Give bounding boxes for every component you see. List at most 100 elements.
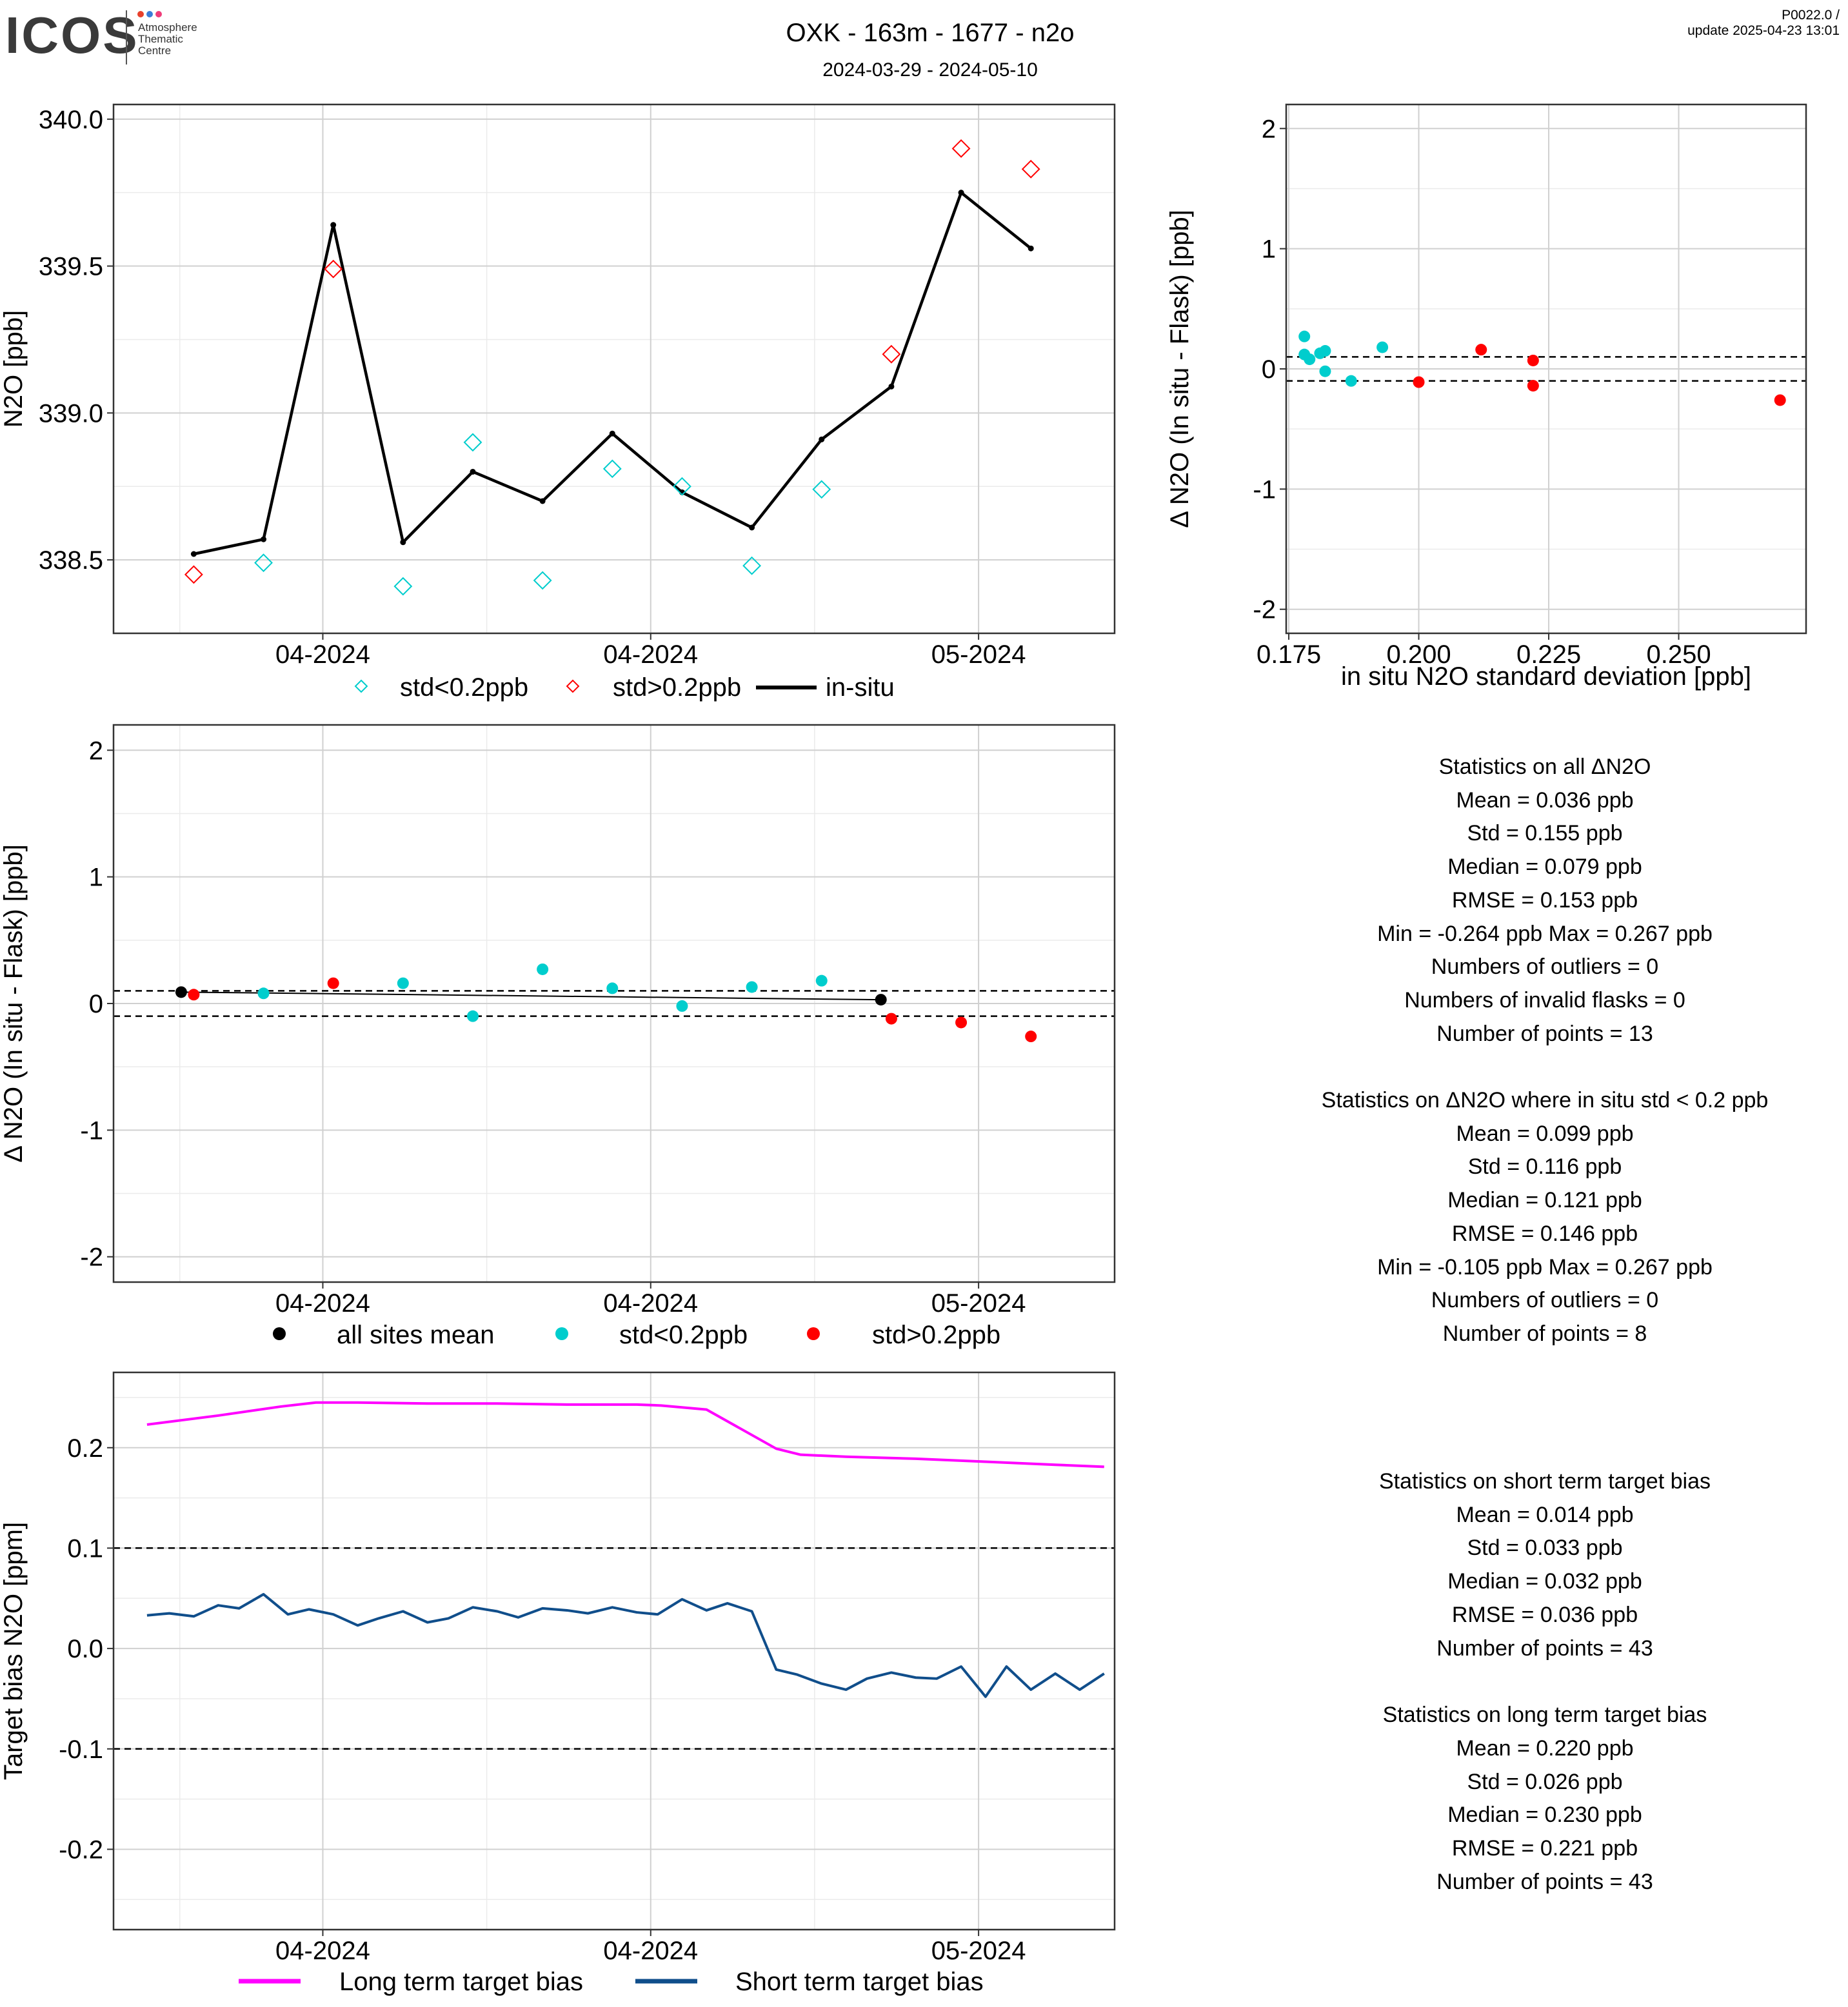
delta-std-low-point [606,982,619,994]
plot-border [112,103,1116,635]
y-axis-label: N2O [ppb] [0,310,28,428]
stats-line: RMSE = 0.153 ppb [1452,888,1638,913]
stats-line: Mean = 0.220 ppb [1456,1736,1633,1761]
delta-panel: -2 -1 0 1 2 04-2024 04-2024 05-2024 Δ N2O (In si… [0,724,1116,1318]
short-term-bias-line [146,1593,1105,1698]
stats-line: Min = -0.264 ppb Max = 0.267 ppb [1377,922,1713,946]
stats-line: Numbers of invalid flasks = 0 [1404,988,1685,1013]
flask-std-low-marker [463,433,482,452]
stats-line: Median = 0.032 ppb [1447,1569,1642,1594]
chart-title: OXK - 163m - 1677 - n2o [786,19,1075,47]
y-tick-label: -2 [80,1243,103,1272]
y-tick-label: 2 [1262,115,1276,143]
insitu-point [1028,245,1034,252]
x-tick-label: 04-2024 [603,640,698,669]
flask-std-low-marker [673,477,691,496]
y-tick-label: -0.2 [59,1835,103,1864]
y-tick-label: 0.0 [67,1635,103,1663]
stats-short-term: Statistics on short term target bias Mea… [1379,1469,1711,1661]
logo-sub-line: Thematic [138,33,183,45]
insitu-point [888,383,895,390]
legend-label: in-situ [826,673,895,702]
flask-std-high-marker [324,259,343,279]
x-tick-label: 05-2024 [931,640,1026,669]
legend-diamond-low-icon [354,679,368,693]
delta-std-low-point [397,977,409,989]
insitu-point [749,524,755,531]
logo-sub-line: Centre [138,44,171,57]
legend-diamond-high-icon [566,679,580,693]
flask-std-low-marker [742,556,762,575]
stats-line: Mean = 0.099 ppb [1456,1122,1633,1146]
flask-std-low-marker [602,459,622,479]
y-axis-label: Target bias N2O [ppm] [0,1522,28,1780]
x-tick-label: 0.200 [1386,640,1451,669]
x-tick-label: 0.225 [1516,640,1581,669]
legend-label: Short term target bias [735,1968,984,1996]
delta-std-low-point [676,1000,688,1012]
x-axis-label: in situ N2O standard deviation [ppb] [1341,662,1751,691]
y-tick-label: 0 [1262,355,1276,384]
stats-line: Std = 0.033 ppb [1467,1536,1622,1560]
icos-logo: ICOS Atmosphere Thematic Centre [5,6,197,64]
y-axis-label: Δ N2O (In situ - Flask) [ppb] [0,844,28,1163]
scatter-std-high-point [1527,380,1539,392]
y-tick-label: 339.0 [39,399,103,428]
x-tick-label: 04-2024 [275,1937,370,1965]
stats-line: Number of points = 8 [1443,1321,1647,1346]
insitu-point [819,436,825,442]
stats-line: Median = 0.121 ppb [1447,1188,1642,1212]
flask-std-low-marker [533,571,552,590]
delta-std-high-point [885,1013,897,1025]
scatter-std-high-point [1413,376,1425,388]
y-tick-label: -0.1 [59,1735,103,1764]
legend-dot-icon [555,1327,568,1340]
y-tick-label: 0 [89,990,103,1018]
delta-std-low-point [746,981,758,993]
x-tick-label: 04-2024 [275,1289,370,1318]
flask-std-high-marker [882,344,901,364]
logo-dot-icon [155,11,162,17]
legend-label: std<0.2ppb [619,1321,748,1349]
stats-long-term: Statistics on long term target bias Mean… [1383,1703,1707,1894]
insitu-point [190,551,197,557]
stats-line: RMSE = 0.036 ppb [1452,1603,1638,1627]
delta-std-low-point [537,963,549,975]
y-tick-label: 340.0 [39,106,103,134]
plot-border [112,1371,1116,1931]
stats-line: Number of points = 43 [1436,1870,1653,1894]
scatter-std-low-point [1376,341,1389,353]
bias-legend: Long term target bias Short term target … [239,1968,984,1996]
stats-line: RMSE = 0.146 ppb [1452,1221,1638,1246]
scatter-std-low-point [1319,345,1331,357]
delta-std-low-point [466,1010,479,1022]
y-tick-label: 1 [1262,235,1276,264]
stats-line: Statistics on long term target bias [1383,1703,1707,1727]
scatter-std-low-point [1298,330,1311,342]
y-tick-label: -1 [80,1116,103,1145]
plot-border [112,724,1116,1283]
stats-line: Numbers of outliers = 0 [1431,1288,1658,1312]
y-tick-label: 339.5 [39,253,103,281]
stats-line: Statistics on all ΔN2O [1439,755,1651,779]
timeseries-legend: std<0.2ppb std>0.2ppb in-situ [354,673,895,702]
std-scatter-panel: -2 -1 0 1 2 0.175 0.200 0.225 0.250 Δ N2O (In sit… [1166,103,1807,691]
stats-line: Number of points = 43 [1436,1636,1653,1661]
x-tick-label: 04-2024 [603,1937,698,1965]
insitu-point [470,468,476,475]
stats-line: Median = 0.079 ppb [1447,855,1642,879]
version-label: P0022.0 / [1782,8,1840,23]
stats-line: Std = 0.026 ppb [1467,1770,1622,1794]
logo-dot-icon [137,11,144,17]
stats-all: Statistics on all ΔN2O Mean = 0.036 ppb … [1377,755,1713,1046]
flask-std-low-marker [254,553,273,573]
timeseries-panel: 338.5 339.0 339.5 340.0 04-2024 04-2024 05-202… [0,103,1116,669]
delta-legend: all sites mean std<0.2ppb std>0.2ppb [273,1321,1000,1349]
scatter-std-low-point [1345,375,1357,387]
scatter-std-high-point [1475,344,1487,356]
stats-line: Numbers of outliers = 0 [1431,954,1658,979]
x-tick-label: 05-2024 [931,1937,1026,1965]
chart-subtitle: 2024-03-29 - 2024-05-10 [822,59,1038,81]
stats-line: Mean = 0.014 ppb [1456,1503,1633,1527]
